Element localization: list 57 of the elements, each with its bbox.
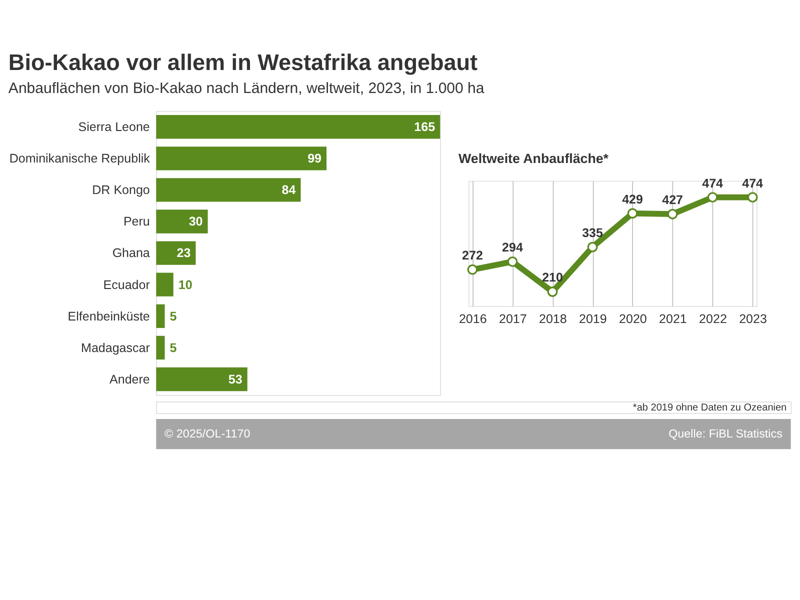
y-tick-label: Ecuador <box>103 278 150 292</box>
data-label: 53 <box>228 372 242 386</box>
text: © 2025/OL-1170 <box>164 427 251 440</box>
x-tick-label: 2022 <box>699 312 727 326</box>
data-label: 335 <box>582 226 603 240</box>
bar <box>156 210 208 234</box>
y-tick-label: Madagascar <box>81 340 150 355</box>
y-tick-label: Elfenbeinküste <box>68 309 150 324</box>
x-tick-label: 2016 <box>458 312 487 326</box>
point <box>507 256 518 267</box>
y-tick-label: Peru <box>123 214 150 229</box>
bar <box>156 336 165 360</box>
data-label: 272 <box>462 248 483 263</box>
y-tick-label: DR Kongo <box>92 183 150 198</box>
text: *ab 2019 ohne Daten zu Ozeanien <box>632 402 787 414</box>
y-tick-label: Andere <box>110 372 150 386</box>
x-tick-label: 2019 <box>579 312 607 326</box>
data-label: 474 <box>702 176 724 190</box>
x-tick-label: 2018 <box>539 312 567 326</box>
bar <box>156 241 196 265</box>
point <box>707 192 718 202</box>
chart-title: Bio-Kakao vor allem in Westafrika angebaut <box>8 50 478 75</box>
data-label: 84 <box>282 183 296 198</box>
x-tick-label: 2017 <box>498 312 527 326</box>
x-tick-label: 2020 <box>619 312 647 326</box>
x-tick-label: 2021 <box>659 312 687 326</box>
chart-title: Weltweite Anbaufläche* <box>458 151 610 166</box>
data-label: 165 <box>414 120 436 134</box>
data-label: 5 <box>170 309 177 324</box>
bar <box>156 367 248 392</box>
y-tick-label: Ghana <box>112 246 150 260</box>
bar <box>156 146 327 170</box>
point <box>627 208 638 219</box>
point <box>547 286 558 297</box>
data-label: 10 <box>178 278 192 292</box>
data-label: 5 <box>170 340 177 355</box>
bar <box>156 115 440 139</box>
data-label: 30 <box>188 214 203 229</box>
bar <box>156 304 165 328</box>
point <box>747 192 758 202</box>
data-label: 294 <box>502 240 523 255</box>
data-label: 210 <box>542 270 563 285</box>
y-tick-label: Sierra Leone <box>78 120 150 134</box>
chart-subtitle: Anbauflächen von Bio-Kakao nach Ländern, weltweit, 2023, in 1.000 ha <box>8 80 485 98</box>
point <box>587 242 598 252</box>
data-label: 427 <box>662 193 684 208</box>
data-label: 99 <box>308 152 322 166</box>
source-note: Quelle: FiBL Statistics <box>668 427 783 440</box>
bar <box>156 272 174 296</box>
point <box>667 208 678 220</box>
data-label: 474 <box>742 176 764 190</box>
data-label: 429 <box>622 192 644 206</box>
y-tick-label: Dominikanische Republik <box>9 152 151 166</box>
point <box>467 264 478 275</box>
x-tick-label: 2023 <box>739 312 767 326</box>
data-label: 23 <box>176 246 191 260</box>
bar <box>156 178 301 202</box>
